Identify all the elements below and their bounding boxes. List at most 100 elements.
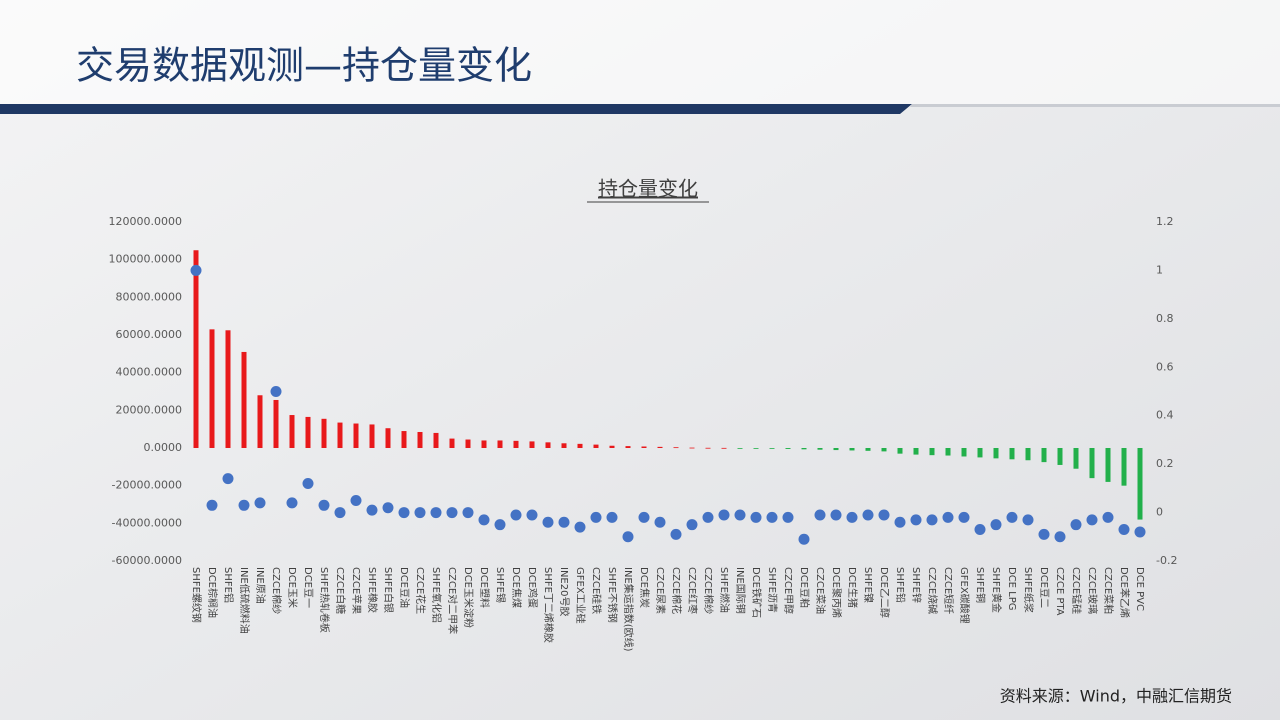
rate-dot (446, 507, 458, 519)
bar (401, 431, 407, 448)
x-tick-label: CZCE对二甲苯 (446, 567, 459, 634)
rate-dot (462, 507, 474, 519)
bar (545, 442, 551, 448)
rate-dot (750, 511, 762, 523)
y-tick-label: 0.0000 (144, 441, 183, 454)
bar (1057, 448, 1063, 465)
x-tick-label: CZCE甲醇 (782, 567, 795, 614)
x-tick-label: SHFE镍 (862, 567, 875, 603)
x-tick-label: DCE豆二 (1038, 567, 1050, 608)
rate-dot (686, 519, 698, 531)
rate-dot (382, 502, 394, 514)
x-tick-label: GFEX工业硅 (574, 567, 587, 624)
rate-dot (558, 516, 570, 528)
rate-dot (494, 519, 506, 531)
y2-tick-label: 0.2 (1156, 457, 1174, 470)
bar (209, 329, 215, 448)
bar (817, 448, 823, 450)
rate-dot (766, 511, 778, 523)
bar (769, 448, 775, 449)
bar (705, 447, 711, 449)
rate-dot (862, 509, 874, 521)
bar (529, 441, 535, 448)
x-tick-label: CZCE花生 (414, 567, 427, 614)
rate-dot (926, 514, 938, 526)
bar (1009, 448, 1015, 460)
rate-dot (414, 507, 426, 519)
rate-dot (670, 528, 682, 540)
rate-dot (718, 509, 730, 521)
rate-dot (878, 509, 890, 521)
bar (1041, 448, 1047, 463)
bar (1121, 448, 1127, 486)
header-bar (0, 104, 912, 114)
x-tick-label: GFEX碳酸锂 (958, 567, 971, 624)
x-tick-label: CZCE棉花 (670, 567, 683, 614)
bar (609, 445, 615, 448)
x-tick-label: SHFE沥青 (766, 567, 779, 613)
y2-tick-label: 1 (1156, 263, 1163, 276)
bar (721, 447, 727, 449)
y2-tick-label: 0.6 (1156, 360, 1174, 373)
bar (321, 418, 327, 448)
y-tick-label: -40000.0000 (112, 516, 182, 529)
x-tick-label: INE20号胶 (558, 567, 571, 616)
x-tick-label: INE低硫燃料油 (238, 567, 251, 634)
rate-dot (302, 478, 314, 490)
rate-dot (254, 497, 266, 509)
bar (881, 448, 887, 452)
rate-dot (782, 511, 794, 523)
rate-dot (942, 511, 954, 523)
x-tick-label: DCE玉米淀粉 (462, 567, 475, 628)
bar (1105, 448, 1111, 482)
bar (1089, 448, 1095, 479)
rate-dot (318, 499, 330, 511)
bar (961, 448, 967, 457)
bar (433, 432, 439, 448)
rate-dot (702, 511, 714, 523)
rate-dot (574, 521, 586, 533)
bar (625, 446, 631, 448)
bar (641, 446, 647, 448)
y-tick-label: 80000.0000 (116, 290, 182, 303)
x-tick-label: CZCE棉纱 (270, 567, 283, 614)
rate-dot (206, 499, 218, 511)
rate-dot (222, 473, 234, 485)
x-tick-label: CZCE玻璃 (1086, 567, 1099, 614)
rate-dot (238, 499, 250, 511)
x-tick-label: DCE铁矿石 (750, 567, 763, 618)
x-tick-label: SHFE不锈钢 (606, 567, 619, 623)
bar (369, 424, 375, 448)
y-tick-label: 40000.0000 (116, 366, 182, 379)
y2-tick-label: -0.2 (1156, 554, 1177, 567)
x-tick-label: SHFE铅 (894, 567, 907, 603)
rate-dot (958, 511, 970, 523)
bar (993, 448, 999, 459)
bar (673, 447, 679, 449)
bar (353, 423, 359, 448)
rate-dot (1022, 514, 1034, 526)
x-tick-label: DCE玉米 (286, 567, 299, 608)
rate-dot (1070, 519, 1082, 531)
rate-dot (510, 509, 522, 521)
bar (593, 444, 599, 448)
y-tick-label: 100000.0000 (109, 253, 182, 266)
x-tick-label: CZCE红枣 (686, 567, 699, 614)
x-tick-label: CZCE PTA (1054, 567, 1065, 616)
rate-dot (1118, 524, 1130, 536)
x-tick-label: DCE生猪 (846, 567, 859, 608)
y2-tick-label: 1.2 (1156, 215, 1174, 228)
x-tick-label: DCE棕榈油 (206, 567, 219, 618)
bar (945, 448, 951, 456)
rate-dot (1054, 531, 1066, 543)
bar (273, 399, 279, 448)
header-line (910, 104, 1280, 107)
x-tick-label: DCE豆油 (398, 567, 411, 608)
x-tick-label: SHFE螺纹钢 (190, 567, 203, 623)
rate-dot (798, 533, 810, 545)
y2-tick-label: 0.4 (1156, 409, 1174, 422)
x-tick-label: DCE乙二醇 (878, 567, 891, 618)
x-tick-label: DCE焦炭 (638, 567, 651, 608)
bar (497, 440, 503, 448)
rate-dot (814, 509, 826, 521)
